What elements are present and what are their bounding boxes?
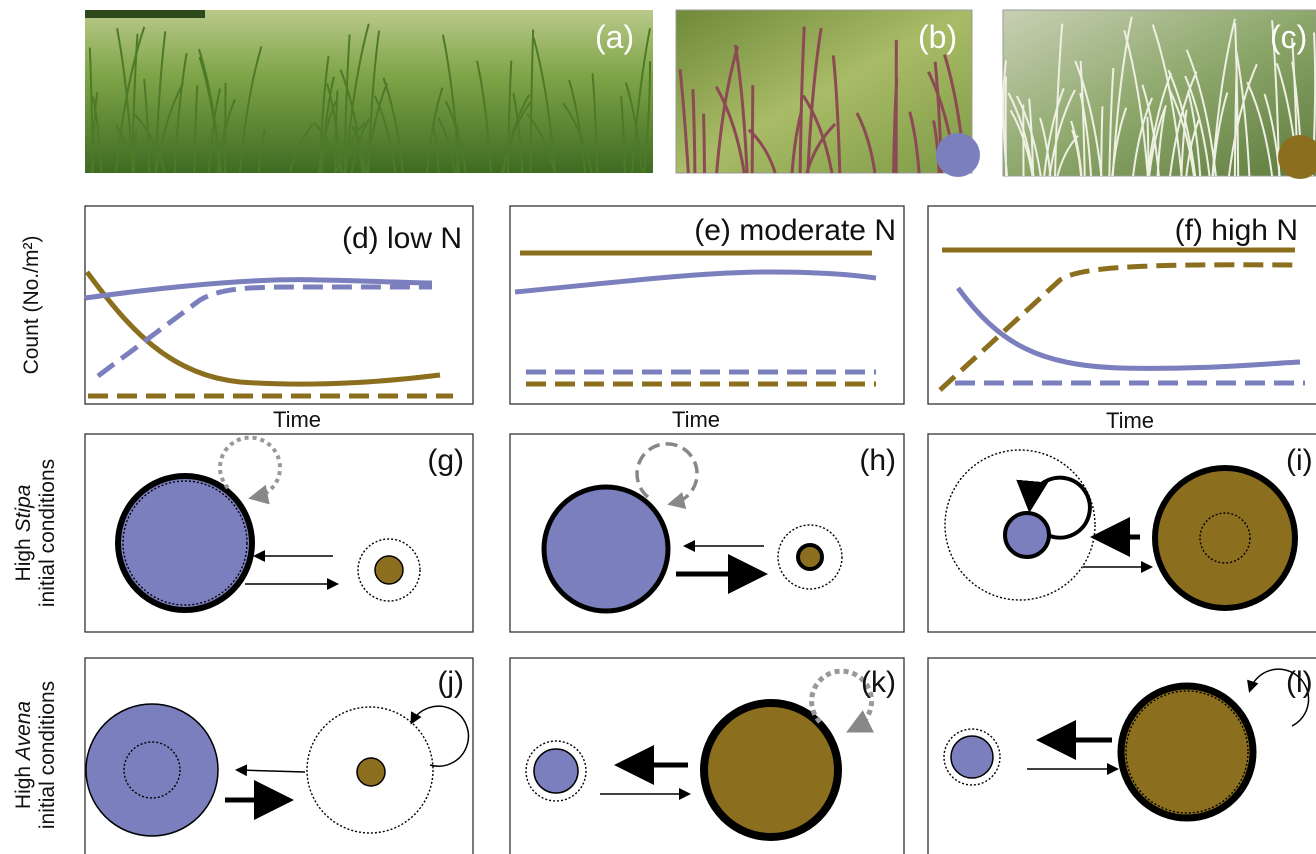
stipa-circle [1005, 513, 1049, 557]
panel-label: (i) [1286, 444, 1313, 477]
panel-label: (e) moderate N [694, 214, 896, 247]
photo-label: (a) [595, 19, 634, 55]
row-label-part: Stipa [12, 485, 35, 533]
panel-label: (d) low N [342, 222, 462, 255]
page: body { margin: 0; width: 1316px; height:… [0, 0, 1316, 854]
trees [85, 10, 205, 18]
species-marker [936, 133, 980, 177]
panel-label: (k) [861, 666, 896, 699]
panel-label: (f) high N [1175, 214, 1298, 247]
stipa-circle [544, 487, 668, 611]
avena-circle [375, 556, 403, 584]
panel-label: (j) [437, 666, 464, 699]
row-label-part: High [12, 532, 35, 581]
body: {"photos": ["(a)", "(b)", "(c)"], "plots… [0, 0, 1316, 854]
diagram-j: (j) [85, 658, 473, 854]
y-axis-label: Count (No./m²) [20, 236, 43, 375]
stipa-circle [118, 476, 252, 610]
stipa-circle [951, 736, 993, 778]
panel-label: (l) [1286, 666, 1313, 699]
x-axis-label: Time [1106, 408, 1154, 433]
avena-circle [1121, 686, 1253, 818]
row-label: initial conditions [36, 459, 59, 607]
stipa-circle [534, 749, 578, 793]
photo-b: (b) [676, 10, 980, 177]
photo-a: (a) [85, 10, 653, 173]
diagram-i: (i) [928, 434, 1316, 632]
avena-circle [1155, 468, 1295, 608]
x-axis-label: Time [672, 407, 720, 432]
x-axis-label: Time [273, 407, 321, 432]
diagram-l: (l) [928, 658, 1316, 854]
diagram-h: (h) [510, 434, 904, 632]
row-label-part: Avena [12, 701, 35, 762]
photo-label: (b) [918, 19, 957, 55]
panel-label: (h) [859, 444, 896, 477]
figure: (a) (b) (c) Count (No./m²) (d) low N Tim… [0, 0, 1316, 854]
grass-blade [704, 114, 705, 173]
photo-label: (c) [1270, 19, 1307, 55]
panel-label: (g) [427, 444, 464, 477]
diagram-g: (g) [85, 434, 473, 632]
row-label: High Stipa [12, 485, 35, 582]
row-label-part: High [12, 760, 35, 809]
plot-e: (e) moderate N Time [510, 206, 904, 432]
row-label: High Avena [12, 701, 35, 809]
avena-circle [798, 545, 822, 569]
grass-blade [752, 85, 753, 173]
diagram-k: (k) [510, 658, 904, 854]
plot-d: (d) low N Time [85, 206, 473, 432]
row-label: initial conditions [36, 681, 59, 829]
stipa-circle [86, 704, 218, 836]
avena-circle [357, 758, 385, 786]
plot-f: (f) high N Time [928, 206, 1316, 433]
photo-c: (c) [1003, 10, 1316, 179]
